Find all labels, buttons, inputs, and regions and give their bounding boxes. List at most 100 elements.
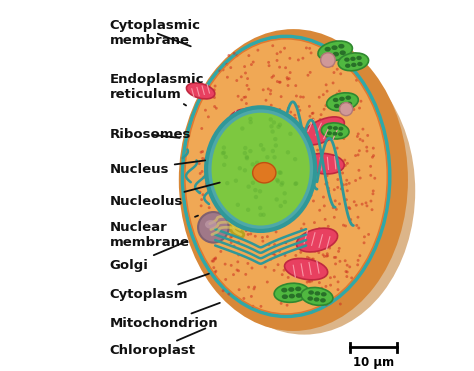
Ellipse shape [225,181,229,186]
Ellipse shape [228,54,230,57]
Ellipse shape [293,204,296,207]
Ellipse shape [322,93,325,96]
Ellipse shape [247,54,250,57]
Ellipse shape [250,109,253,112]
Ellipse shape [355,204,358,207]
Ellipse shape [334,262,337,265]
Ellipse shape [305,180,308,183]
Ellipse shape [257,152,260,155]
Ellipse shape [337,250,340,253]
Ellipse shape [250,162,255,167]
Ellipse shape [261,116,264,119]
Ellipse shape [297,59,300,61]
Ellipse shape [289,148,292,151]
Ellipse shape [273,243,276,246]
Ellipse shape [223,215,226,218]
Ellipse shape [277,263,280,266]
Ellipse shape [328,247,331,250]
Ellipse shape [317,293,320,296]
Ellipse shape [258,213,263,217]
Ellipse shape [271,76,273,79]
Ellipse shape [339,72,342,75]
Ellipse shape [204,157,207,160]
Ellipse shape [372,147,375,150]
Ellipse shape [290,141,292,144]
Ellipse shape [348,182,351,185]
Ellipse shape [318,41,352,61]
Ellipse shape [252,157,255,160]
Ellipse shape [307,296,313,301]
Ellipse shape [342,224,345,227]
Ellipse shape [329,233,332,236]
Ellipse shape [288,57,292,60]
Ellipse shape [279,204,283,208]
Ellipse shape [243,65,246,68]
Ellipse shape [320,160,324,162]
Ellipse shape [237,95,239,98]
Ellipse shape [237,260,239,263]
Ellipse shape [326,90,328,93]
Ellipse shape [351,63,356,67]
Ellipse shape [253,288,255,290]
Ellipse shape [309,280,311,283]
Ellipse shape [294,286,297,289]
Ellipse shape [333,188,336,191]
Ellipse shape [224,155,228,159]
Ellipse shape [298,207,301,210]
Ellipse shape [338,90,341,92]
Ellipse shape [335,108,337,111]
Ellipse shape [210,223,213,226]
Ellipse shape [245,155,249,159]
Ellipse shape [372,190,374,193]
Ellipse shape [356,135,359,138]
Ellipse shape [239,221,242,224]
Ellipse shape [326,181,328,184]
Ellipse shape [222,289,225,292]
Ellipse shape [357,132,360,135]
Ellipse shape [237,189,240,192]
Ellipse shape [213,88,216,91]
Ellipse shape [273,143,278,148]
Ellipse shape [297,105,300,108]
Ellipse shape [240,98,243,101]
Ellipse shape [295,105,298,107]
Ellipse shape [319,118,321,121]
Ellipse shape [279,50,282,53]
Ellipse shape [359,177,362,180]
Ellipse shape [347,206,351,209]
Text: Cytoplasm: Cytoplasm [109,274,209,301]
Ellipse shape [281,288,287,292]
Ellipse shape [239,160,242,163]
Ellipse shape [333,71,336,74]
Ellipse shape [331,154,334,157]
Ellipse shape [247,148,250,151]
Ellipse shape [269,89,272,92]
Ellipse shape [270,197,273,200]
Ellipse shape [255,165,259,169]
Ellipse shape [335,208,338,211]
Ellipse shape [332,82,335,85]
Ellipse shape [302,266,305,268]
Ellipse shape [327,131,332,135]
Ellipse shape [205,172,208,175]
Ellipse shape [279,183,284,187]
Ellipse shape [266,280,269,283]
Ellipse shape [271,149,275,153]
Ellipse shape [261,120,264,123]
Ellipse shape [201,170,203,173]
Ellipse shape [356,224,358,227]
Ellipse shape [225,183,228,186]
Ellipse shape [266,224,269,227]
Ellipse shape [372,154,375,157]
Ellipse shape [245,134,248,137]
Ellipse shape [279,188,282,191]
Ellipse shape [283,200,287,204]
Ellipse shape [354,179,357,182]
Text: Endoplasmic
reticulum: Endoplasmic reticulum [109,73,204,105]
Ellipse shape [326,252,329,255]
Ellipse shape [204,109,207,112]
Ellipse shape [304,153,344,174]
Ellipse shape [251,117,254,120]
Ellipse shape [220,128,223,131]
Ellipse shape [328,126,332,130]
